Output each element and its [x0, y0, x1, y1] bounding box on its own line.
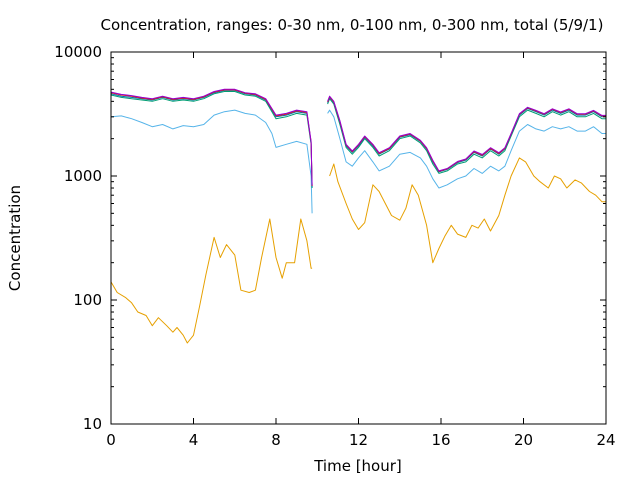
x-tick-label: 20 [514, 431, 533, 449]
x-tick-label: 0 [106, 431, 116, 449]
y-tick-label: 10 [83, 415, 102, 433]
y-tick-label: 100 [73, 291, 102, 309]
axes-layer: 0 4 8 12 16 20 24 10 100 1000 10000 [54, 43, 615, 449]
series-line-6 [110, 88, 606, 186]
x-tick-label: 12 [349, 431, 368, 449]
x-tick-label: 8 [271, 431, 281, 449]
plot-frame [110, 51, 607, 425]
y-tick-label: 10000 [54, 43, 102, 61]
x-tick-label: 24 [596, 431, 615, 449]
x-axis-label: Time [hour] [313, 457, 402, 475]
y-axis-label: Concentration [6, 185, 24, 291]
series-line-1 [110, 157, 606, 344]
x-tick-label: 16 [431, 431, 450, 449]
series-line-2 [110, 109, 606, 214]
series-layer [110, 88, 606, 344]
chart-title: Concentration, ranges: 0-30 nm, 0-100 nm… [101, 16, 604, 34]
x-tick-label: 4 [189, 431, 199, 449]
series-line-3 [110, 91, 606, 189]
y-tick-label: 1000 [64, 167, 102, 185]
